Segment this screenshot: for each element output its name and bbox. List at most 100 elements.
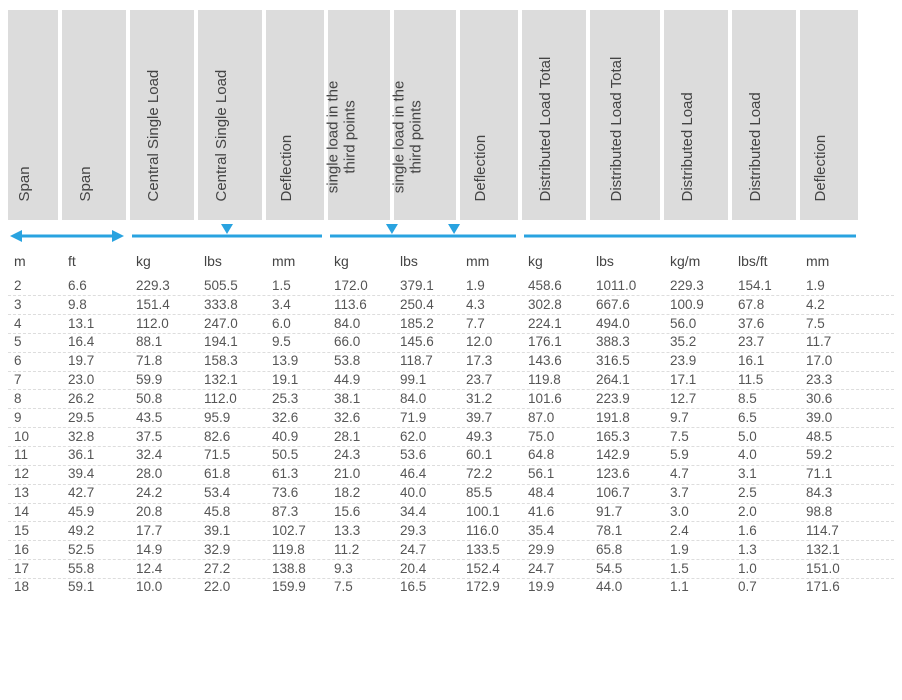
cell-csl_kg: 88.1: [130, 335, 198, 350]
cell-span_ft: 45.9: [62, 505, 130, 520]
table-row: 723.059.9132.119.144.999.123.7119.8264.1…: [8, 372, 894, 391]
cell-dlt_lbs: 1011.0: [590, 279, 664, 294]
cell-tp_kg: 21.0: [328, 467, 394, 482]
cell-dl_defl: 17.0: [800, 354, 862, 369]
cell-span_m: 9: [8, 411, 62, 426]
table-row: 413.1112.0247.06.084.0185.27.7224.1494.0…: [8, 315, 894, 334]
cell-tp_lbs: 71.9: [394, 411, 460, 426]
unit-label-span_m: m: [8, 254, 62, 269]
table-row: 929.543.595.932.632.671.939.787.0191.89.…: [8, 409, 894, 428]
column-header-dl_kgm: Distributed Load: [664, 10, 728, 220]
cell-tp_lbs: 84.0: [394, 392, 460, 407]
cell-tp_defl: 7.7: [460, 317, 522, 332]
cell-csl_lbs: 27.2: [198, 562, 266, 577]
column-header-dl_defl: Deflection: [800, 10, 858, 220]
cell-dl_lbsft: 16.1: [732, 354, 800, 369]
column-header-tp_defl: Deflection: [460, 10, 518, 220]
cell-span_m: 14: [8, 505, 62, 520]
cell-csl_kg: 71.8: [130, 354, 198, 369]
column-header-label: Central Single Load: [145, 70, 162, 202]
cell-dlt_kg: 458.6: [522, 279, 590, 294]
cell-csl_defl: 102.7: [266, 524, 328, 539]
cell-dlt_lbs: 264.1: [590, 373, 664, 388]
cell-span_ft: 29.5: [62, 411, 130, 426]
cell-tp_kg: 24.3: [328, 448, 394, 463]
cell-dlt_lbs: 78.1: [590, 524, 664, 539]
cell-dlt_lbs: 165.3: [590, 430, 664, 445]
unit-label-dl_defl: mm: [800, 254, 862, 269]
cell-tp_kg: 9.3: [328, 562, 394, 577]
cell-dlt_kg: 302.8: [522, 298, 590, 313]
unit-label-dlt_kg: kg: [522, 254, 590, 269]
cell-dlt_lbs: 388.3: [590, 335, 664, 350]
cell-dl_lbsft: 2.0: [732, 505, 800, 520]
cell-span_m: 13: [8, 486, 62, 501]
cell-tp_defl: 49.3: [460, 430, 522, 445]
cell-csl_lbs: 82.6: [198, 430, 266, 445]
cell-dl_kgm: 17.1: [664, 373, 732, 388]
column-header-dlt_lbs: Distributed Load Total: [590, 10, 660, 220]
cell-csl_kg: 10.0: [130, 580, 198, 595]
cell-csl_lbs: 22.0: [198, 580, 266, 595]
cell-dl_defl: 171.6: [800, 580, 862, 595]
cell-csl_lbs: 333.8: [198, 298, 266, 313]
cell-tp_lbs: 53.6: [394, 448, 460, 463]
cell-dlt_kg: 64.8: [522, 448, 590, 463]
cell-dl_defl: 59.2: [800, 448, 862, 463]
cell-span_m: 3: [8, 298, 62, 313]
cell-csl_kg: 112.0: [130, 317, 198, 332]
cell-csl_lbs: 158.3: [198, 354, 266, 369]
cell-dl_kgm: 100.9: [664, 298, 732, 313]
cell-csl_kg: 151.4: [130, 298, 198, 313]
cell-dl_kgm: 1.9: [664, 543, 732, 558]
cell-csl_defl: 3.4: [266, 298, 328, 313]
column-header-label: single load in thethird points: [391, 80, 426, 193]
column-header-span_ft: Span: [62, 10, 126, 220]
cell-csl_lbs: 112.0: [198, 392, 266, 407]
unit-label-csl_kg: kg: [130, 254, 198, 269]
column-header-label: Distributed Load Total: [537, 57, 554, 202]
cell-dlt_lbs: 142.9: [590, 448, 664, 463]
cell-dlt_kg: 41.6: [522, 505, 590, 520]
cell-csl_defl: 87.3: [266, 505, 328, 520]
cell-tp_lbs: 62.0: [394, 430, 460, 445]
cell-dlt_kg: 224.1: [522, 317, 590, 332]
cell-dl_defl: 7.5: [800, 317, 862, 332]
cell-dl_defl: 114.7: [800, 524, 862, 539]
cell-dl_defl: 98.8: [800, 505, 862, 520]
column-header-label: Deflection: [278, 135, 295, 202]
cell-span_ft: 49.2: [62, 524, 130, 539]
unit-label-csl_lbs: lbs: [198, 254, 266, 269]
cell-csl_defl: 25.3: [266, 392, 328, 407]
cell-tp_kg: 7.5: [328, 580, 394, 595]
cell-tp_lbs: 16.5: [394, 580, 460, 595]
cell-csl_defl: 119.8: [266, 543, 328, 558]
cell-dl_lbsft: 37.6: [732, 317, 800, 332]
cell-csl_lbs: 247.0: [198, 317, 266, 332]
cell-span_m: 7: [8, 373, 62, 388]
cell-dlt_kg: 119.8: [522, 373, 590, 388]
cell-tp_lbs: 29.3: [394, 524, 460, 539]
cell-tp_defl: 39.7: [460, 411, 522, 426]
cell-dl_defl: 23.3: [800, 373, 862, 388]
cell-dl_kgm: 56.0: [664, 317, 732, 332]
table-row: 826.250.8112.025.338.184.031.2101.6223.9…: [8, 390, 894, 409]
cell-csl_kg: 12.4: [130, 562, 198, 577]
cell-span_m: 12: [8, 467, 62, 482]
cell-dlt_kg: 48.4: [522, 486, 590, 501]
cell-span_m: 17: [8, 562, 62, 577]
cell-tp_kg: 53.8: [328, 354, 394, 369]
cell-tp_defl: 116.0: [460, 524, 522, 539]
unit-label-span_ft: ft: [62, 254, 130, 269]
cell-dl_lbsft: 0.7: [732, 580, 800, 595]
unit-label-tp_kg: kg: [328, 254, 394, 269]
cell-dlt_lbs: 106.7: [590, 486, 664, 501]
cell-csl_defl: 32.6: [266, 411, 328, 426]
cell-dlt_lbs: 54.5: [590, 562, 664, 577]
cell-dl_kgm: 1.5: [664, 562, 732, 577]
column-header-label: Deflection: [472, 135, 489, 202]
cell-csl_lbs: 39.1: [198, 524, 266, 539]
cell-dl_lbsft: 1.0: [732, 562, 800, 577]
cell-csl_defl: 1.5: [266, 279, 328, 294]
cell-span_m: 16: [8, 543, 62, 558]
